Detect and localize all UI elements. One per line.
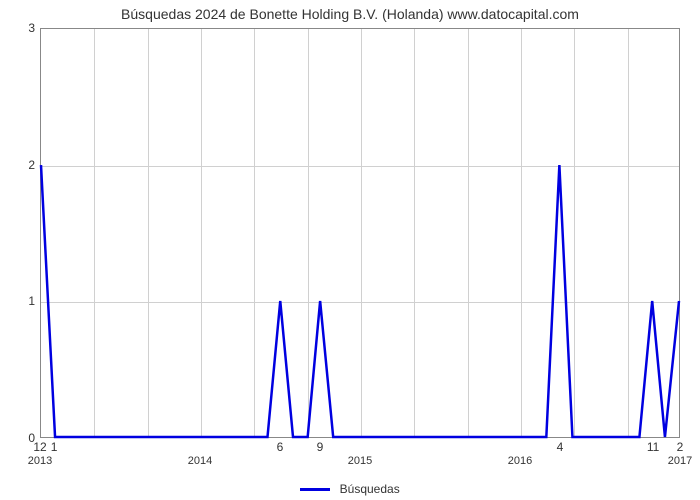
plot-area (40, 28, 680, 438)
y-tick-label: 1 (5, 294, 35, 308)
x-year-label: 2015 (348, 455, 372, 467)
x-year-label: 2016 (508, 455, 532, 467)
y-tick-label: 2 (5, 158, 35, 172)
chart-title: Búsquedas 2024 de Bonette Holding B.V. (… (0, 6, 700, 22)
legend-label: Búsquedas (340, 482, 400, 496)
x-year-label: 2017 (668, 455, 692, 467)
x-sub-label: 9 (317, 440, 324, 454)
x-year-label: 2014 (188, 455, 212, 467)
x-sub-label: 12 (33, 440, 46, 454)
x-sub-label: 4 (557, 440, 564, 454)
legend: Búsquedas (0, 482, 700, 496)
legend-swatch (300, 488, 330, 491)
line-series (41, 29, 679, 437)
y-tick-label: 0 (5, 431, 35, 445)
y-tick-label: 3 (5, 21, 35, 35)
x-year-label: 2013 (28, 455, 52, 467)
x-sub-label: 1 (51, 440, 58, 454)
x-sub-label: 6 (277, 440, 284, 454)
x-sub-label: 2 (677, 440, 684, 454)
x-sub-label: 11 (647, 440, 659, 454)
chart-container: Búsquedas 2024 de Bonette Holding B.V. (… (0, 0, 700, 500)
